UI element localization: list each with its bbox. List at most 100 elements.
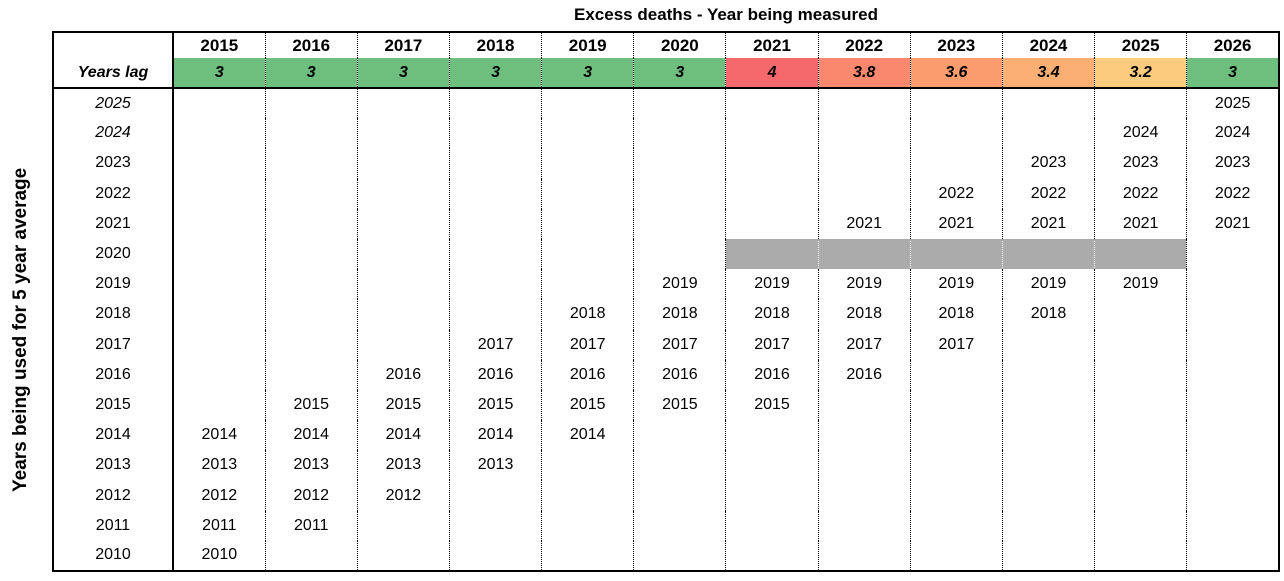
empty-cell xyxy=(264,88,358,119)
year-cell: 2021 xyxy=(1094,208,1187,239)
year-cell: 2023 xyxy=(1094,148,1187,179)
year-cell: 2016 xyxy=(817,359,911,390)
year-cell: 2016 xyxy=(356,359,450,390)
excluded-year-cell xyxy=(909,238,1003,270)
empty-cell xyxy=(633,450,726,481)
empty-cell xyxy=(541,148,634,179)
empty-cell xyxy=(1186,480,1279,511)
empty-cell xyxy=(264,208,358,239)
year-cell: 2022 xyxy=(1186,178,1279,209)
column-header: 2023 xyxy=(909,32,1003,58)
year-cell: 2011 xyxy=(264,510,358,541)
column-header: 2019 xyxy=(541,32,634,58)
year-cell: 2022 xyxy=(909,178,1003,209)
empty-cell xyxy=(1001,329,1095,360)
year-cell: 2015 xyxy=(633,389,726,421)
row-label: 2021 xyxy=(53,208,174,239)
empty-cell xyxy=(1001,540,1095,571)
empty-cell xyxy=(1186,359,1279,390)
row-label: 2010 xyxy=(53,540,174,571)
year-cell: 2017 xyxy=(541,329,634,360)
row-label: 2013 xyxy=(53,450,174,481)
empty-cell xyxy=(356,148,450,179)
row-label: 2011 xyxy=(53,510,174,541)
column-header: 2016 xyxy=(264,32,358,58)
year-cell: 2014 xyxy=(356,420,450,451)
empty-cell xyxy=(541,450,634,481)
years-lag-value: 3.6 xyxy=(909,58,1003,89)
empty-cell xyxy=(541,88,634,119)
empty-cell xyxy=(541,238,634,270)
years-lag-value: 3.8 xyxy=(817,58,911,89)
empty-cell xyxy=(1186,510,1279,541)
column-header: 2020 xyxy=(633,32,726,58)
empty-cell xyxy=(633,510,726,541)
empty-cell xyxy=(264,329,358,360)
empty-cell xyxy=(1001,88,1095,119)
empty-cell xyxy=(1001,420,1095,451)
year-cell: 2014 xyxy=(264,420,358,451)
empty-cell xyxy=(448,540,542,571)
empty-cell xyxy=(173,269,265,299)
year-cell: 2018 xyxy=(633,299,726,330)
empty-cell xyxy=(817,510,911,541)
table-row: 2022 2022 2022 2022 2022 xyxy=(53,178,1279,209)
year-cell: 2015 xyxy=(541,389,634,421)
table-row: 2018 2018 2018 2018 2018 2018 2018 xyxy=(53,299,1279,330)
empty-cell xyxy=(1094,389,1187,421)
year-cell: 2016 xyxy=(541,359,634,390)
empty-cell xyxy=(725,540,819,571)
year-cell: 2018 xyxy=(909,299,1003,330)
table-row: 2010 2010 xyxy=(53,540,1279,571)
empty-cell xyxy=(725,420,819,451)
empty-cell xyxy=(909,540,1003,571)
empty-cell xyxy=(817,540,911,571)
empty-cell xyxy=(725,480,819,511)
column-header-row: 2015 2016 2017 2018 2019 2020 2021 2022 2023 2024… xyxy=(53,32,1279,58)
empty-cell xyxy=(1186,389,1279,421)
column-header: 2026 xyxy=(1186,32,1279,58)
empty-cell xyxy=(1094,420,1187,451)
empty-cell xyxy=(173,88,265,118)
year-cell: 2019 xyxy=(817,269,911,300)
row-label: 2017 xyxy=(53,329,174,360)
year-cell: 2023 xyxy=(1001,148,1095,179)
empty-cell xyxy=(725,208,819,239)
empty-cell xyxy=(1186,299,1279,330)
year-cell: 2016 xyxy=(448,359,542,390)
empty-cell xyxy=(725,118,819,149)
empty-cell xyxy=(1001,450,1095,481)
empty-cell xyxy=(173,209,265,239)
empty-cell xyxy=(817,420,911,451)
year-cell: 2024 xyxy=(1094,118,1187,149)
empty-cell xyxy=(1186,269,1279,300)
year-cell: 2021 xyxy=(817,208,911,239)
year-cell: 2022 xyxy=(1001,178,1095,209)
empty-cell xyxy=(1094,88,1187,119)
table-row: 2013 2013 2013 2013 2013 xyxy=(53,450,1279,481)
year-cell: 2021 xyxy=(909,208,1003,239)
year-cell: 2017 xyxy=(633,329,726,360)
empty-cell xyxy=(1094,510,1187,541)
empty-cell xyxy=(448,208,542,239)
year-cell: 2015 xyxy=(725,389,819,421)
empty-cell xyxy=(633,208,726,239)
empty-cell xyxy=(173,360,265,390)
empty-cell xyxy=(264,359,358,390)
table-row: 2016 2016 2016 2016 2016 2016 2016 xyxy=(53,359,1279,390)
year-cell: 2019 xyxy=(1001,269,1095,300)
column-header: 2017 xyxy=(356,32,450,58)
empty-cell xyxy=(264,178,358,209)
empty-cell xyxy=(1186,540,1279,571)
column-header: 2018 xyxy=(448,32,542,58)
row-label: 2023 xyxy=(53,148,174,179)
empty-cell xyxy=(725,148,819,179)
empty-cell xyxy=(448,148,542,179)
year-cell: 2014 xyxy=(448,420,542,451)
year-cell: 2015 xyxy=(356,389,450,421)
table-row: 2020 xyxy=(53,238,1279,270)
excluded-year-cell xyxy=(817,238,911,270)
row-label: 2024 xyxy=(53,118,174,149)
empty-cell xyxy=(541,480,634,511)
empty-cell xyxy=(541,118,634,149)
